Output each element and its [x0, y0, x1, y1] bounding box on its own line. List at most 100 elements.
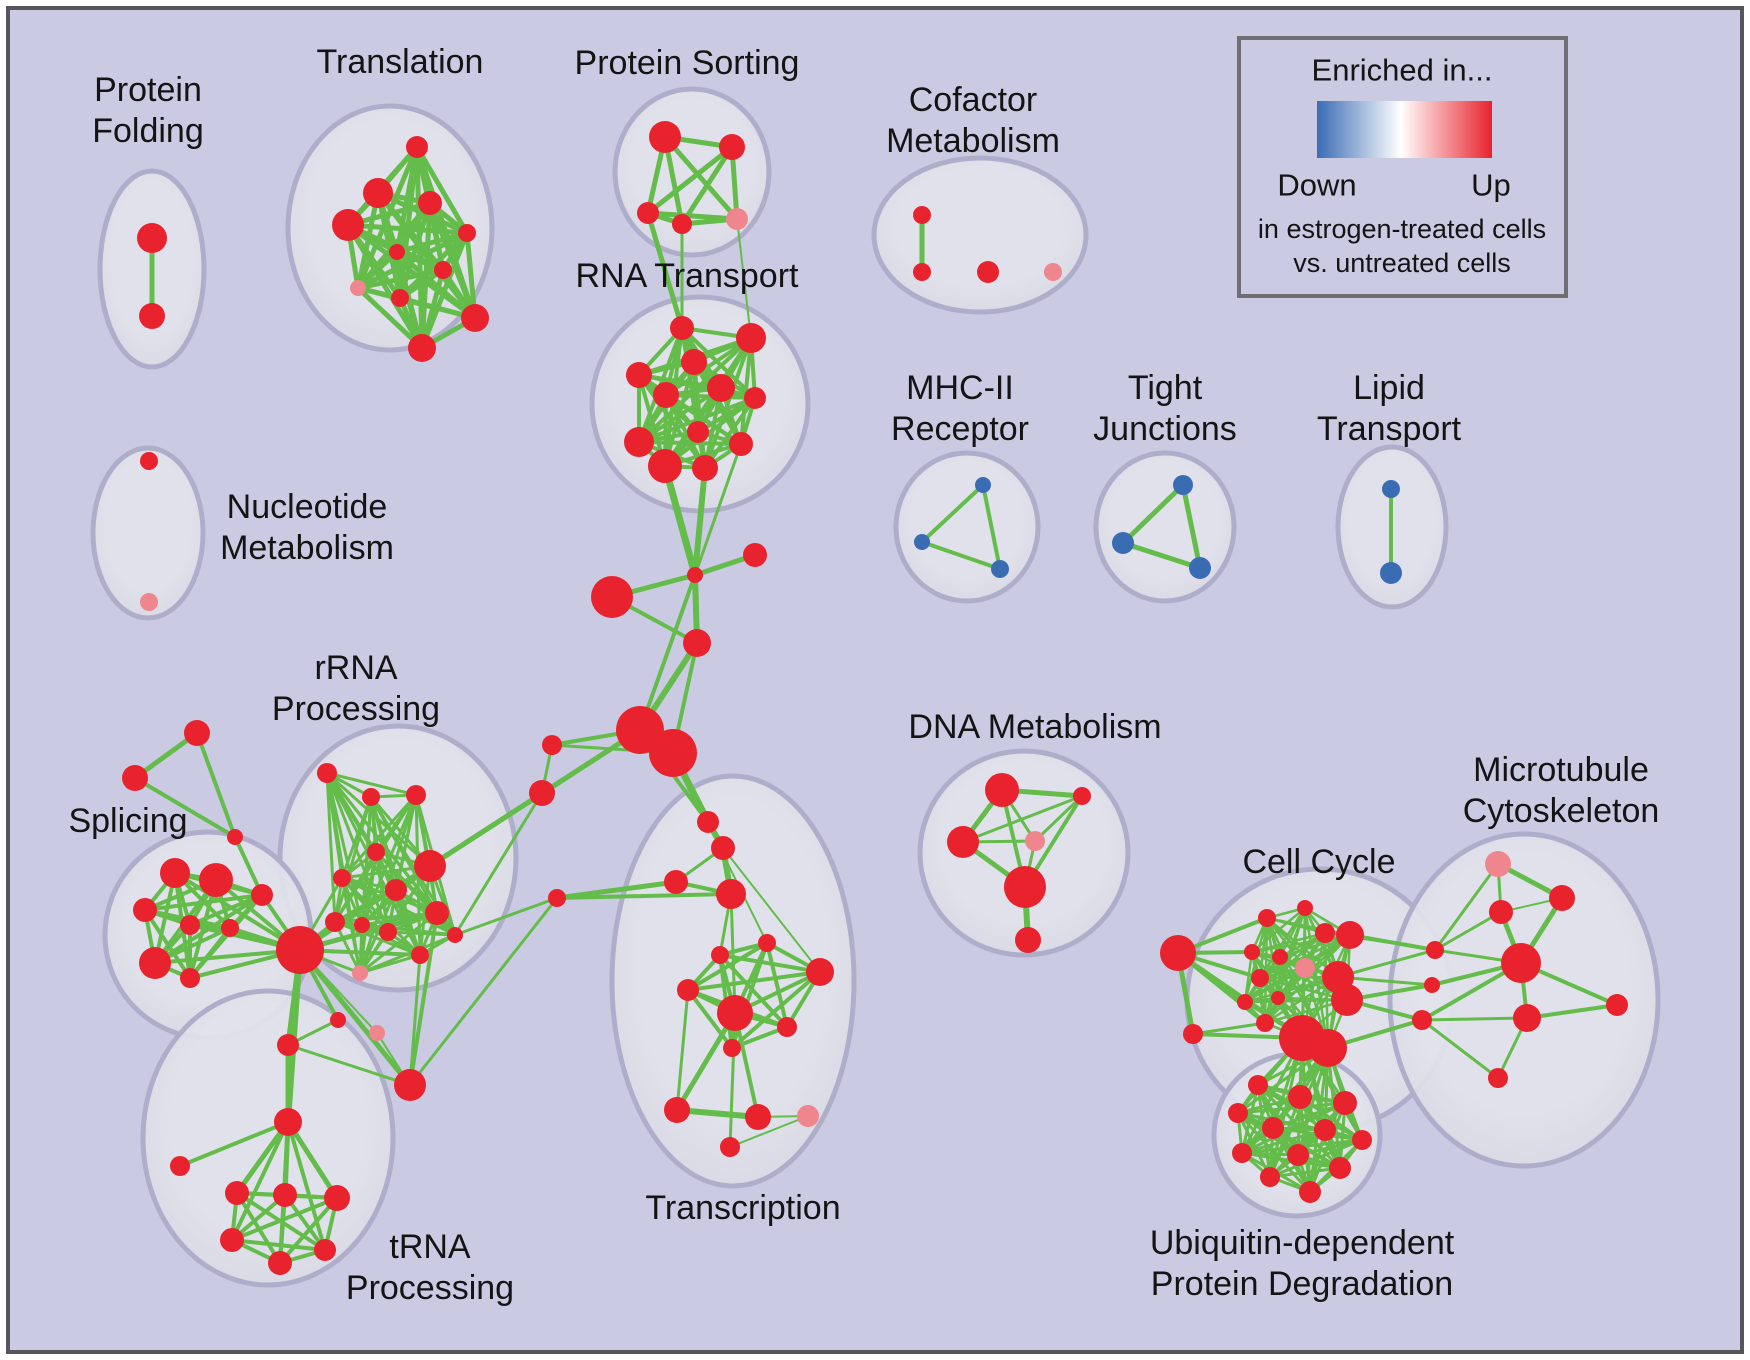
gene-set-node-ub8[interactable]	[1232, 1143, 1252, 1163]
gene-set-node-jn1[interactable]	[1426, 941, 1444, 959]
gene-set-node-rr3[interactable]	[406, 785, 426, 805]
gene-set-node-pf2[interactable]	[139, 303, 165, 329]
gene-set-node-ub6[interactable]	[1314, 1119, 1336, 1141]
gene-set-node-r1[interactable]	[743, 543, 767, 567]
gene-set-node-ub3[interactable]	[1333, 1091, 1357, 1115]
cluster-ellipse-trna-processing[interactable]	[140, 988, 396, 1288]
gene-set-node-rr7[interactable]	[385, 879, 407, 901]
gene-set-node-ps3[interactable]	[637, 202, 659, 224]
gene-set-node-tl11[interactable]	[408, 334, 436, 362]
gene-set-node-cc10[interactable]	[1237, 994, 1253, 1010]
gene-set-node-tl5[interactable]	[458, 224, 476, 242]
gene-set-node-trn6[interactable]	[314, 1239, 336, 1261]
gene-set-node-cf3[interactable]	[977, 261, 999, 283]
gene-set-node-trn3[interactable]	[324, 1185, 350, 1211]
gene-set-node-trn_hub[interactable]	[274, 1108, 302, 1136]
gene-set-node-mtp[interactable]	[1485, 851, 1511, 877]
gene-set-node-ch1[interactable]	[277, 1034, 299, 1056]
gene-set-node-tc2[interactable]	[711, 836, 735, 860]
gene-set-node-dm2[interactable]	[1073, 787, 1091, 805]
gene-set-node-rt5[interactable]	[653, 382, 679, 408]
gene-set-node-rr6[interactable]	[414, 850, 446, 882]
gene-set-node-rr2[interactable]	[362, 788, 380, 806]
gene-set-node-dm4[interactable]	[1025, 831, 1045, 851]
gene-set-node-rr1[interactable]	[317, 763, 337, 783]
gene-set-node-ub2[interactable]	[1288, 1085, 1312, 1109]
gene-set-node-ccL2[interactable]	[1183, 1024, 1203, 1044]
gene-set-node-cc11[interactable]	[1271, 991, 1285, 1005]
gene-set-node-cf2[interactable]	[913, 263, 931, 281]
gene-set-node-cc3[interactable]	[1315, 923, 1335, 943]
gene-set-node-mh2[interactable]	[914, 534, 930, 550]
gene-set-node-lt2[interactable]	[1380, 562, 1402, 584]
gene-set-node-mt4[interactable]	[1606, 994, 1628, 1016]
gene-set-node-ub10[interactable]	[1260, 1167, 1280, 1187]
gene-set-node-tr11[interactable]	[720, 1137, 740, 1157]
gene-set-node-ub12[interactable]	[1299, 1181, 1321, 1203]
gene-set-node-cc2[interactable]	[1297, 900, 1313, 916]
gene-set-node-nmid[interactable]	[683, 629, 711, 657]
gene-set-node-tl2[interactable]	[363, 178, 393, 208]
gene-set-node-ub4[interactable]	[1228, 1103, 1248, 1123]
gene-set-node-tr9[interactable]	[745, 1104, 771, 1130]
gene-set-node-sp3[interactable]	[133, 898, 157, 922]
gene-set-node-sp8[interactable]	[251, 884, 273, 906]
gene-set-node-cc4[interactable]	[1336, 921, 1364, 949]
gene-set-node-tg1[interactable]	[184, 720, 210, 746]
gene-set-node-cf4[interactable]	[1044, 263, 1062, 281]
gene-set-node-sp1[interactable]	[160, 858, 190, 888]
gene-set-node-rr10[interactable]	[354, 917, 370, 933]
gene-set-node-jn3[interactable]	[1412, 1010, 1432, 1030]
gene-set-node-tl9[interactable]	[391, 289, 409, 307]
gene-set-node-tl3[interactable]	[418, 191, 442, 215]
gene-set-node-tl8[interactable]	[350, 280, 366, 296]
gene-set-node-nm2[interactable]	[140, 593, 158, 611]
gene-set-node-mh3[interactable]	[991, 560, 1009, 578]
gene-set-node-tl4[interactable]	[332, 209, 364, 241]
gene-set-node-rr13[interactable]	[411, 946, 429, 964]
gene-set-node-tl10[interactable]	[461, 304, 489, 332]
gene-set-node-trn1[interactable]	[225, 1181, 249, 1205]
gene-set-node-tj3[interactable]	[1189, 557, 1211, 579]
cluster-ellipse-dna-metabolism[interactable]	[917, 748, 1131, 958]
gene-set-node-cc9[interactable]	[1331, 984, 1363, 1016]
gene-set-node-dm1[interactable]	[985, 773, 1019, 807]
gene-set-node-tc3[interactable]	[664, 870, 688, 894]
gene-set-node-rt9[interactable]	[624, 427, 654, 457]
gene-set-node-spl_hub[interactable]	[276, 926, 324, 974]
gene-set-node-lt1[interactable]	[1382, 480, 1400, 498]
gene-set-node-ccp[interactable]	[1295, 958, 1315, 978]
gene-set-node-pk2[interactable]	[369, 1025, 385, 1041]
gene-set-node-tc4[interactable]	[716, 879, 746, 909]
gene-set-node-dm3[interactable]	[947, 826, 979, 858]
gene-set-node-mt3[interactable]	[1501, 943, 1541, 983]
gene-set-node-rt1[interactable]	[670, 316, 694, 340]
gene-set-node-rt11[interactable]	[648, 449, 682, 483]
gene-set-node-tr6[interactable]	[777, 1017, 797, 1037]
gene-set-node-dm6[interactable]	[1015, 927, 1041, 953]
gene-set-node-mid2[interactable]	[394, 1069, 426, 1101]
gene-set-node-tr7[interactable]	[723, 1039, 741, 1057]
gene-set-node-cc1[interactable]	[1258, 909, 1276, 927]
gene-set-node-tr4[interactable]	[677, 979, 699, 1001]
cluster-ellipse-mhc-ii-receptor[interactable]	[893, 450, 1041, 604]
gene-set-node-ub9[interactable]	[1287, 1144, 1309, 1166]
gene-set-node-tg2[interactable]	[122, 765, 148, 791]
gene-set-node-rr9[interactable]	[325, 912, 345, 932]
gene-set-node-mt1[interactable]	[1549, 885, 1575, 911]
gene-set-node-tl7[interactable]	[434, 261, 452, 279]
gene-set-node-ub7[interactable]	[1352, 1130, 1372, 1150]
gene-set-node-ps2[interactable]	[719, 134, 745, 160]
gene-set-node-mt2[interactable]	[1489, 900, 1513, 924]
gene-set-node-ss2[interactable]	[529, 780, 555, 806]
gene-set-node-mt6[interactable]	[1488, 1068, 1508, 1088]
gene-set-node-ss1[interactable]	[542, 735, 562, 755]
gene-set-node-tg3[interactable]	[227, 829, 243, 845]
gene-set-node-lnk1[interactable]	[548, 889, 566, 907]
gene-set-node-ccm2[interactable]	[1309, 1029, 1347, 1067]
gene-set-node-hub2[interactable]	[649, 729, 697, 777]
gene-set-node-cc5[interactable]	[1244, 944, 1260, 960]
gene-set-node-rr4[interactable]	[367, 843, 385, 861]
cluster-ellipse-nucleotide-metabolism[interactable]	[90, 445, 206, 621]
gene-set-node-rt8[interactable]	[687, 421, 709, 443]
